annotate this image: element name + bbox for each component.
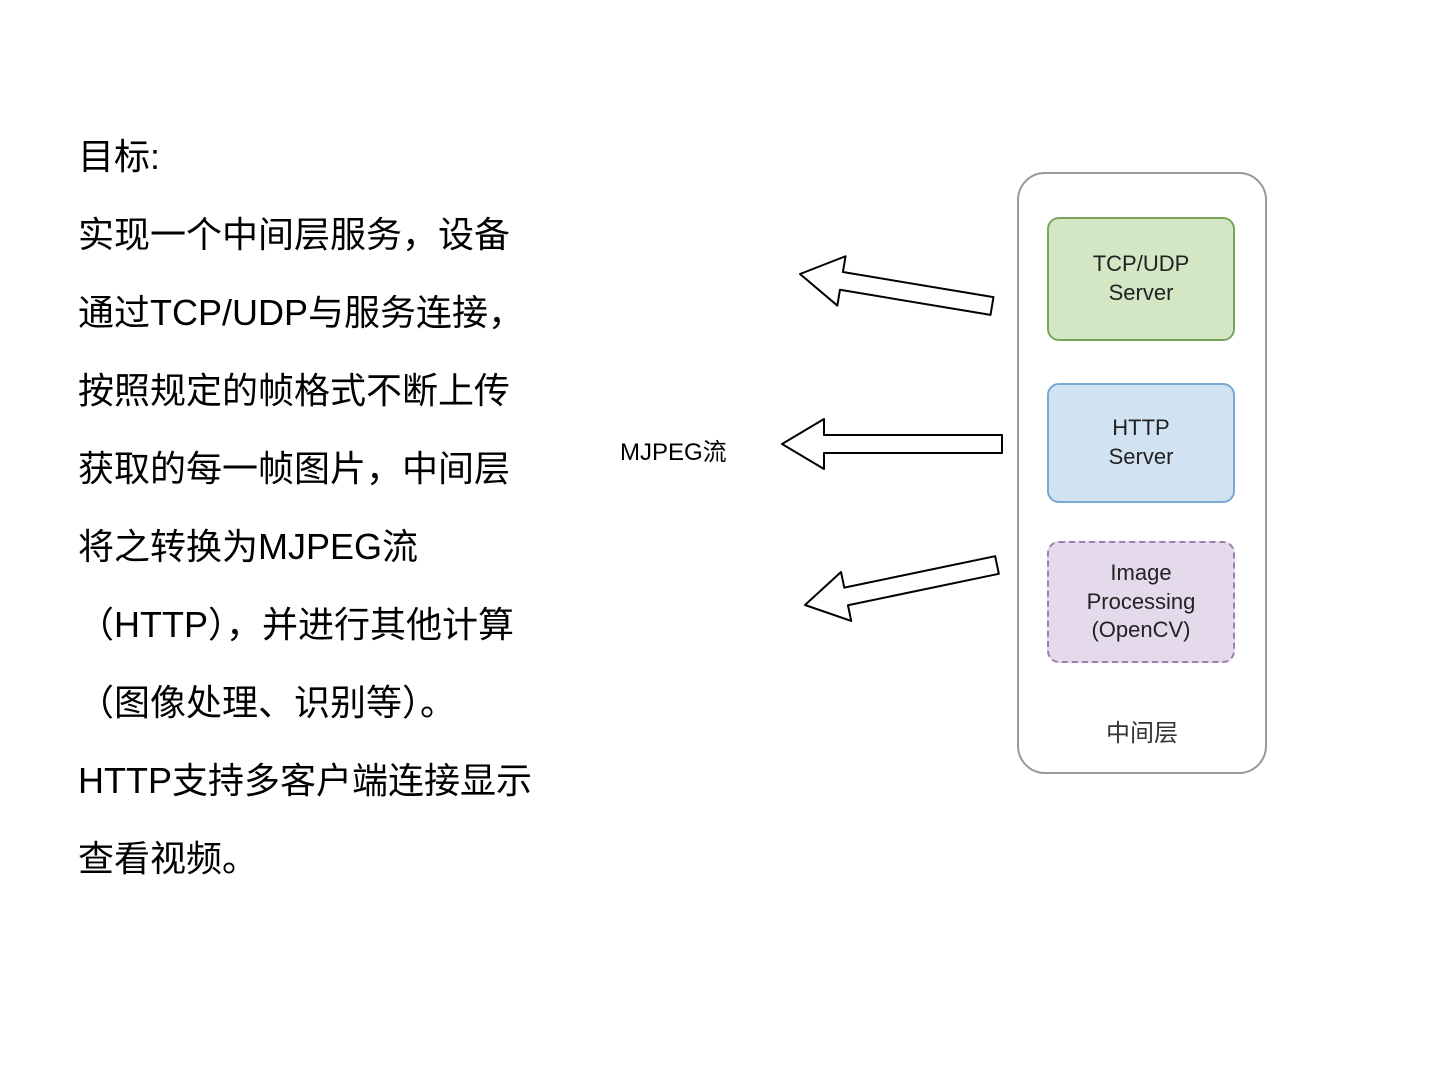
body-line-8: HTTP支持多客户端连接显示 — [78, 742, 718, 820]
body-line-7: （图像处理、识别等）。 — [78, 664, 718, 742]
node-label: Server — [1093, 279, 1190, 308]
http-server-node: HTTP Server — [1047, 383, 1235, 503]
body-line-5: 将之转换为MJPEG流 — [78, 508, 718, 586]
middleware-container-label: 中间层 — [1019, 713, 1265, 748]
image-processing-node: Image Processing (OpenCV) — [1047, 541, 1235, 663]
arrow-to-tcp-icon — [766, 240, 997, 319]
mjpeg-flow-label: MJPEG流 — [620, 432, 727, 467]
body-line-6: （HTTP），并进行其他计算 — [78, 586, 718, 664]
body-line-2: 通过TCP/UDP与服务连接， — [78, 274, 718, 352]
arrow-to-http-icon — [748, 415, 1006, 473]
node-label: Server — [1109, 443, 1174, 472]
body-line-9: 查看视频。 — [78, 820, 718, 898]
node-label: Image — [1087, 559, 1196, 588]
body-line-1: 实现一个中间层服务，设备 — [78, 196, 718, 274]
title-line: 目标: — [78, 118, 718, 196]
arrow-to-opencv-icon — [771, 539, 1003, 625]
body-line-3: 按照规定的帧格式不断上传 — [78, 352, 718, 430]
node-label: Processing — [1087, 588, 1196, 617]
node-label: HTTP — [1109, 414, 1174, 443]
node-label: TCP/UDP — [1093, 250, 1190, 279]
goal-text-block: 目标: 实现一个中间层服务，设备 通过TCP/UDP与服务连接， 按照规定的帧格… — [78, 118, 718, 898]
tcp-udp-server-node: TCP/UDP Server — [1047, 217, 1235, 341]
node-label: (OpenCV) — [1087, 616, 1196, 645]
